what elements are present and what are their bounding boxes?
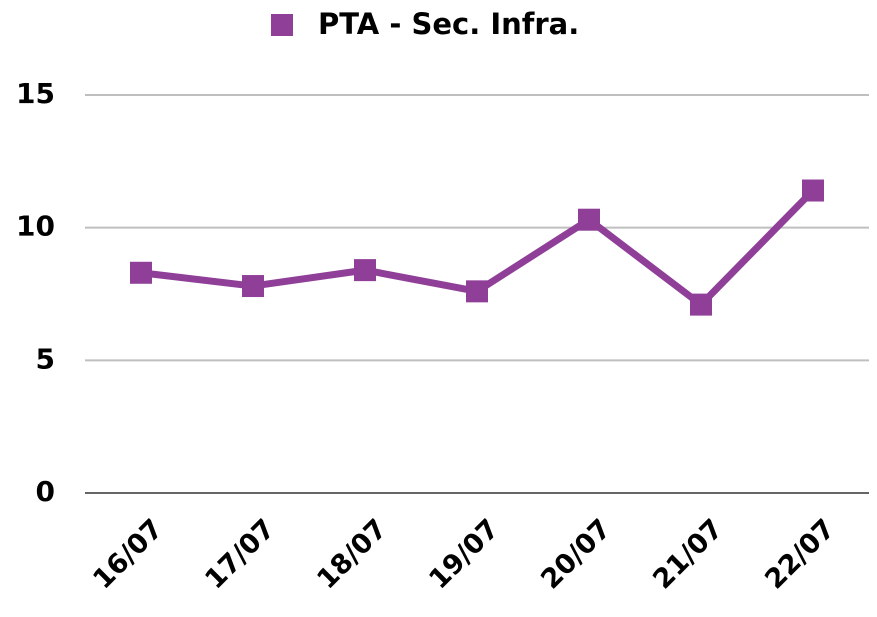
marker [466, 280, 488, 303]
x-tick-label: 16/07 [87, 513, 169, 595]
marker [354, 259, 376, 282]
marker [578, 208, 600, 231]
legend-swatch [271, 14, 293, 36]
y-tick-label: 0 [36, 475, 55, 508]
x-tick-label: 22/07 [759, 513, 841, 595]
marker [802, 179, 824, 202]
marker [130, 261, 152, 284]
x-tick-label: 19/07 [423, 513, 505, 595]
y-tick-label: 10 [16, 210, 55, 243]
legend-label: PTA - Sec. Infra. [318, 7, 579, 41]
x-tick-label: 18/07 [311, 513, 393, 595]
marker [690, 293, 712, 316]
y-tick-label: 15 [16, 77, 55, 110]
x-tick-label: 17/07 [199, 513, 281, 595]
x-tick-label: 20/07 [535, 513, 617, 595]
y-tick-label: 5 [36, 342, 55, 375]
marker [242, 275, 264, 298]
x-tick-label: 21/07 [647, 513, 729, 595]
